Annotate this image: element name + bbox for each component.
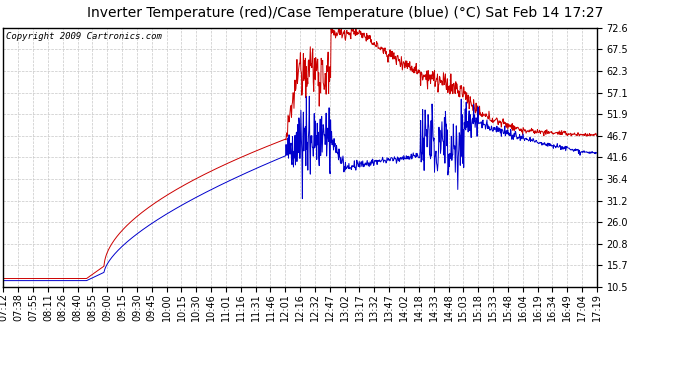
Text: Inverter Temperature (red)/Case Temperature (blue) (°C) Sat Feb 14 17:27: Inverter Temperature (red)/Case Temperat… — [87, 6, 603, 20]
Text: Copyright 2009 Cartronics.com: Copyright 2009 Cartronics.com — [6, 32, 162, 41]
